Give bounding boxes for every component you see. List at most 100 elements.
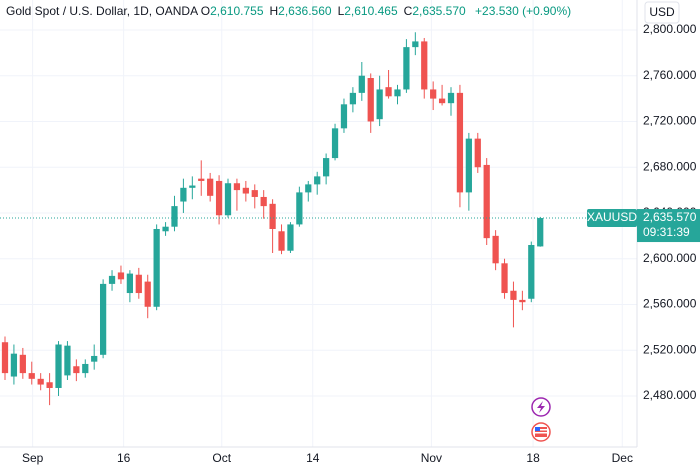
candle-body (1, 342, 9, 374)
candle-body (465, 138, 472, 193)
candle-body (474, 138, 481, 168)
candle-body (64, 345, 71, 376)
ohlc-value: 2,610.465 (344, 4, 398, 18)
y-tick-label: 2,520.000 (643, 342, 697, 356)
y-tick-label: 2,760.000 (643, 68, 697, 82)
candle-body (528, 245, 535, 299)
ohlc-key: O (200, 4, 211, 18)
y-tick-label: 2,720.000 (643, 114, 697, 128)
candle-body (82, 363, 89, 374)
price-tag-bg (637, 209, 700, 243)
candle-body (323, 158, 330, 177)
symbol-tag: XAUUSD (587, 210, 637, 224)
candle-body (438, 98, 446, 104)
candle-body (242, 187, 249, 194)
candle-body (162, 226, 169, 232)
candle-body (456, 92, 464, 193)
ohlc-key: L (337, 4, 345, 18)
y-tick-label: 2,600.000 (643, 251, 697, 265)
candle-body (99, 283, 107, 355)
candle-body (117, 272, 125, 280)
candle-body (537, 218, 544, 247)
candle-body (171, 206, 178, 227)
candle-body (73, 366, 80, 374)
candle-body (305, 184, 312, 193)
candle-body (260, 196, 267, 207)
candle-body (519, 299, 526, 303)
y-tick-label: 2,680.000 (643, 159, 697, 173)
candle-body (189, 185, 196, 188)
event-icons (531, 397, 551, 442)
candle-body (215, 180, 223, 216)
candle-body (349, 92, 357, 105)
y-tick-label: 2,800.000 (643, 22, 697, 36)
candle-body (19, 354, 26, 374)
candle-body (153, 228, 160, 307)
symbol-tag-bg (587, 209, 637, 228)
price-tag-value: 2,635.570 (643, 210, 697, 224)
candle-body (287, 224, 294, 251)
candle-body (91, 355, 98, 362)
ohlc-value: 2,635.570 (412, 4, 466, 18)
candle-body (37, 378, 44, 385)
x-tick-label: Dec (612, 451, 633, 465)
candle-body (314, 176, 321, 185)
x-tick-label: Sep (22, 451, 44, 465)
lightning-icon (537, 401, 545, 413)
candle-body (135, 274, 142, 294)
candle-body (126, 273, 134, 294)
candle-body (28, 373, 35, 379)
candle-body (180, 187, 187, 202)
candle-body (207, 178, 214, 196)
x-tick-label: 14 (306, 451, 320, 465)
candle-body (55, 344, 62, 388)
x-tick-label: 18 (526, 451, 540, 465)
candle-body (10, 353, 18, 377)
candle-body (144, 281, 151, 307)
candle-body (412, 41, 419, 48)
flag-canton (535, 427, 540, 431)
x-tick-label: 16 (117, 451, 131, 465)
ohlc-key: C (403, 4, 413, 18)
currency-box[interactable] (644, 1, 680, 24)
candle-body (224, 183, 232, 216)
candle-body (251, 190, 258, 197)
flag-stripe (535, 432, 547, 434)
candle-body (198, 178, 205, 181)
candle-body (233, 183, 241, 191)
ohlc-value: 2,636.560 (278, 4, 332, 18)
candle-body (385, 87, 392, 97)
symbol-legend: Gold Spot / U.S. Dollar, 1D, OANDA O2,61… (6, 4, 577, 18)
candle-body (510, 290, 517, 300)
candle-body (46, 382, 53, 388)
candle-body (492, 235, 499, 264)
change: +23.530 (+0.90%) (475, 4, 572, 18)
candle-body (367, 78, 374, 122)
ohlc-value: 2,610.755 (210, 4, 264, 18)
candle-body (340, 104, 348, 129)
x-tick-label: Oct (212, 451, 231, 465)
candle-body (447, 92, 455, 104)
symbol-title: Gold Spot / U.S. Dollar, 1D, OANDA (6, 4, 198, 18)
candle-body (430, 89, 437, 99)
candle-body (394, 89, 401, 97)
ohlc-values: O2,610.755 H2,636.560 L2,610.465 C2,635.570 (201, 4, 472, 18)
candle-body (331, 128, 339, 159)
flag-stripe (535, 429, 547, 431)
y-tick-label: 2,560.000 (643, 297, 697, 311)
candle-body (483, 164, 490, 239)
ohlc-key: H (269, 4, 279, 18)
price-tag-countdown: 09:31:39 (643, 225, 690, 239)
candle-body (108, 275, 116, 284)
candle-body (501, 263, 508, 294)
candle-body (269, 203, 276, 229)
candle-body (278, 231, 285, 251)
candle-body (403, 47, 410, 90)
currency[interactable]: USD (649, 5, 675, 19)
candle-body (421, 41, 428, 90)
plot (0, 0, 637, 447)
candle-body (376, 89, 383, 120)
